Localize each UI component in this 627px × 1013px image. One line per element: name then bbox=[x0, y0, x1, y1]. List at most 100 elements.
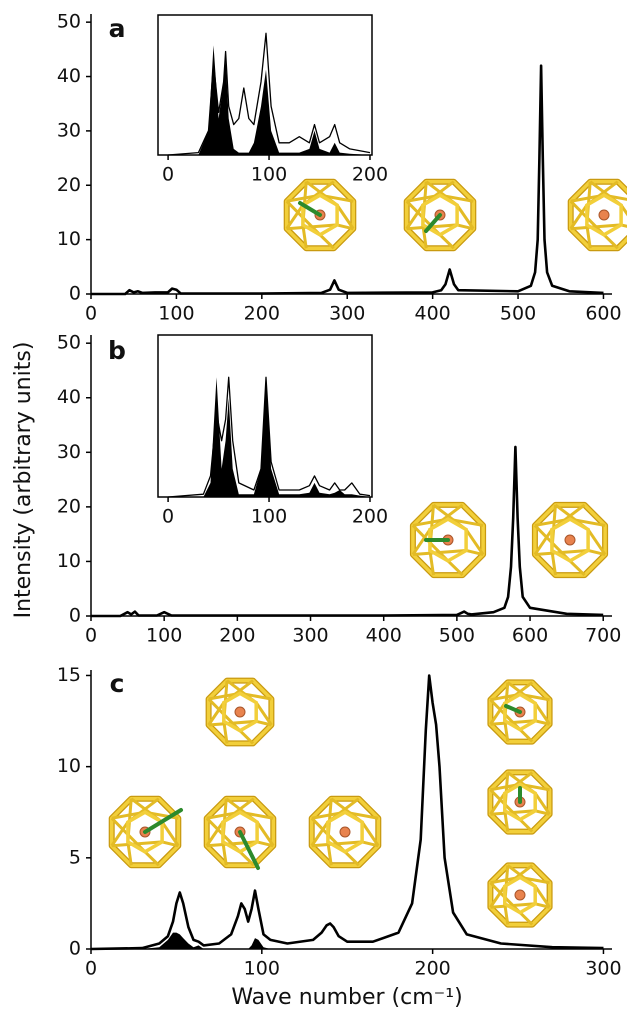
cluster-bond bbox=[455, 204, 475, 230]
y-tick-label: 5 bbox=[69, 846, 81, 868]
mode-arrow bbox=[504, 704, 522, 714]
y-tick-label: 50 bbox=[57, 332, 81, 354]
x-tick-label: 500 bbox=[500, 303, 536, 325]
panel-label: b bbox=[108, 336, 126, 365]
cluster-bond bbox=[518, 818, 534, 833]
cluster-bond bbox=[620, 223, 627, 228]
cluster-bond bbox=[586, 528, 607, 556]
cluster-bond bbox=[318, 233, 335, 250]
cluster-inner bbox=[428, 517, 468, 563]
x-tick-label: 200 bbox=[415, 958, 451, 980]
y-tick-label: 40 bbox=[57, 65, 81, 87]
cluster-icon bbox=[487, 679, 553, 745]
cluster-icon bbox=[409, 501, 487, 579]
spectrum-line bbox=[90, 674, 604, 951]
cluster-bond bbox=[110, 821, 130, 847]
cluster-bond bbox=[301, 224, 308, 249]
cluster-bond bbox=[254, 701, 273, 726]
filled-spectrum bbox=[168, 45, 370, 155]
cluster-bond bbox=[533, 528, 554, 556]
x-tick-label: 200 bbox=[352, 506, 388, 528]
x-tick-label: 0 bbox=[162, 164, 174, 186]
panel-label: a bbox=[109, 14, 126, 43]
cluster-bond bbox=[534, 902, 550, 909]
y-axis-title: Intensity (arbitrary units) bbox=[11, 342, 36, 619]
x-tick-label: 0 bbox=[85, 625, 97, 647]
mode-arrow bbox=[143, 808, 183, 834]
cluster-bond bbox=[310, 821, 330, 847]
cluster-bond bbox=[160, 821, 180, 847]
y-tick-label: 15 bbox=[57, 664, 81, 686]
cluster-bond bbox=[406, 193, 441, 203]
cluster-bond bbox=[585, 224, 592, 249]
cluster-bond bbox=[503, 720, 510, 742]
cluster-bond bbox=[361, 840, 379, 848]
cluster-bond bbox=[336, 223, 354, 231]
cluster-icon bbox=[487, 769, 553, 835]
x-tick-label: 100 bbox=[146, 625, 182, 647]
x-tick-label: 300 bbox=[585, 958, 621, 980]
cluster-bond bbox=[111, 810, 146, 820]
cluster-bond bbox=[534, 517, 571, 527]
cluster-bond bbox=[570, 193, 605, 203]
cluster-bond bbox=[208, 691, 241, 701]
cluster-inner bbox=[585, 193, 623, 237]
cluster-bond bbox=[255, 821, 275, 847]
y-tick-label: 0 bbox=[69, 605, 81, 627]
y-tick-label: 20 bbox=[57, 174, 81, 196]
cluster-shell bbox=[204, 796, 276, 868]
x-tick-label: 100 bbox=[251, 506, 287, 528]
cluster-bond bbox=[456, 223, 474, 231]
cluster-bond bbox=[438, 233, 455, 250]
cluster-icon bbox=[203, 795, 277, 870]
cluster-shell bbox=[309, 796, 381, 868]
cluster-bond bbox=[534, 809, 550, 816]
cluster-inner bbox=[503, 692, 537, 732]
x-tick-label: 400 bbox=[415, 303, 451, 325]
cluster-shell bbox=[284, 179, 356, 251]
y-tick-label: 50 bbox=[57, 11, 81, 33]
cluster-icon bbox=[283, 178, 357, 252]
x-tick-label: 300 bbox=[292, 625, 328, 647]
cluster-bond bbox=[222, 721, 229, 744]
cluster-icon bbox=[531, 501, 609, 579]
cluster-bond bbox=[143, 850, 160, 867]
cluster-bond bbox=[255, 719, 272, 727]
cluster-bond bbox=[534, 719, 550, 726]
cluster-bond bbox=[286, 193, 321, 203]
x-tick-label: 300 bbox=[329, 303, 365, 325]
x-tick-label: 100 bbox=[251, 164, 287, 186]
cluster-inner bbox=[550, 517, 590, 563]
cluster-bond bbox=[207, 701, 226, 726]
cluster-icon bbox=[403, 178, 477, 252]
y-tick-label: 30 bbox=[57, 119, 81, 141]
x-tick-label: 700 bbox=[585, 625, 621, 647]
cluster-atom bbox=[339, 826, 351, 838]
x-axis-title: Wave number (cm⁻¹) bbox=[231, 985, 462, 1010]
x-tick-label: 0 bbox=[85, 303, 97, 325]
x-tick-label: 600 bbox=[512, 625, 548, 647]
y-tick-label: 0 bbox=[69, 283, 81, 305]
cluster-atom bbox=[598, 209, 610, 221]
cluster-bond bbox=[568, 559, 586, 577]
cluster-bond bbox=[206, 810, 241, 820]
cluster-bond bbox=[489, 885, 506, 909]
cluster-bond bbox=[221, 841, 228, 866]
cluster-icon bbox=[487, 862, 553, 928]
cluster-bond bbox=[619, 204, 627, 217]
spectrum-line bbox=[91, 64, 604, 296]
cluster-bond bbox=[489, 702, 506, 726]
x-tick-label: 200 bbox=[219, 625, 255, 647]
x-tick-label: 100 bbox=[244, 958, 280, 980]
cluster-inner bbox=[421, 193, 459, 237]
cluster-bond bbox=[534, 885, 551, 909]
cluster-bond bbox=[256, 840, 274, 848]
cluster-bond bbox=[550, 550, 557, 576]
x-tick-label: 0 bbox=[162, 506, 174, 528]
cluster-icon bbox=[567, 178, 627, 252]
cluster-inner bbox=[222, 691, 258, 733]
x-tick-label: 500 bbox=[439, 625, 475, 647]
x-tick-label: 400 bbox=[366, 625, 402, 647]
cluster-bond bbox=[285, 204, 305, 230]
cluster-atom bbox=[514, 889, 526, 901]
